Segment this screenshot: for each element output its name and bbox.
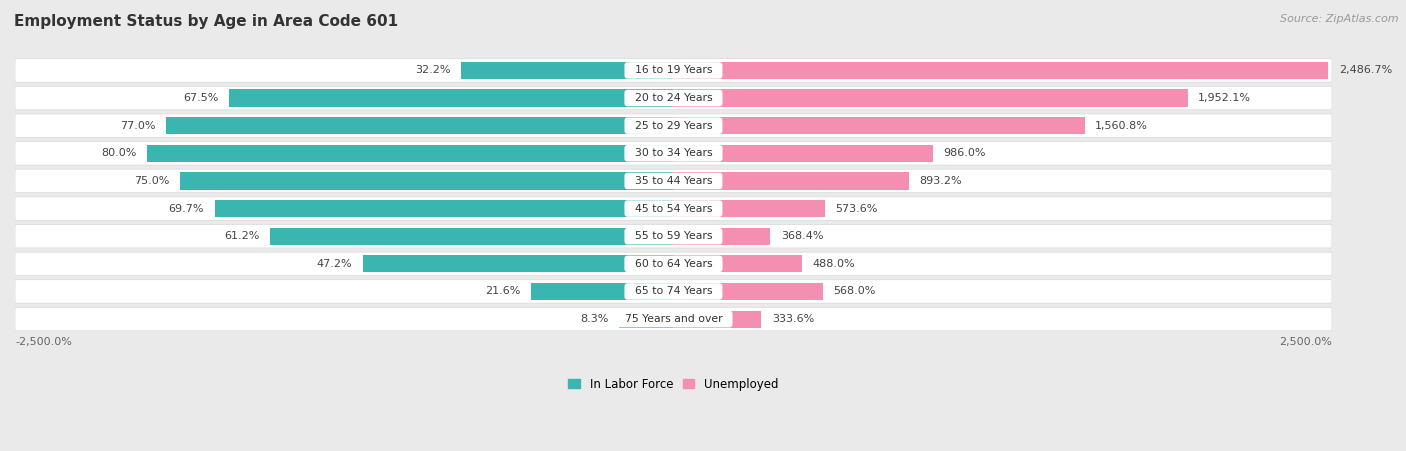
Bar [215,200,673,217]
Text: -2,500.0%: -2,500.0% [15,337,72,347]
Bar [146,145,673,162]
FancyBboxPatch shape [15,252,1331,276]
FancyBboxPatch shape [15,280,1331,303]
Text: 893.2%: 893.2% [920,176,962,186]
Legend: In Labor Force, Unemployed: In Labor Force, Unemployed [564,373,783,396]
Text: 47.2%: 47.2% [316,259,352,269]
Text: 21.6%: 21.6% [485,286,520,296]
Text: 1,952.1%: 1,952.1% [1198,93,1251,103]
Text: 573.6%: 573.6% [835,203,877,214]
Bar [461,62,673,79]
Text: 16 to 19 Years: 16 to 19 Years [627,65,720,75]
Text: 61.2%: 61.2% [225,231,260,241]
Bar [673,200,824,217]
Text: Employment Status by Age in Area Code 601: Employment Status by Age in Area Code 60… [14,14,398,28]
FancyBboxPatch shape [15,114,1331,138]
Bar [166,117,673,134]
Text: 2,486.7%: 2,486.7% [1339,65,1392,75]
Text: 568.0%: 568.0% [834,286,876,296]
Text: Source: ZipAtlas.com: Source: ZipAtlas.com [1281,14,1399,23]
Bar [619,311,673,328]
FancyBboxPatch shape [15,197,1331,221]
Bar [673,145,934,162]
Bar [531,283,673,300]
Text: 32.2%: 32.2% [415,65,451,75]
Text: 2,500.0%: 2,500.0% [1279,337,1331,347]
Bar [270,228,673,245]
Text: 65 to 74 Years: 65 to 74 Years [627,286,720,296]
Bar [673,117,1084,134]
Bar [673,172,908,189]
Text: 986.0%: 986.0% [943,148,986,158]
Bar [180,172,673,189]
FancyBboxPatch shape [15,59,1331,82]
Bar [673,311,761,328]
FancyBboxPatch shape [15,308,1331,331]
FancyBboxPatch shape [15,86,1331,110]
Bar [363,255,673,272]
FancyBboxPatch shape [15,142,1331,165]
Text: 333.6%: 333.6% [772,314,814,324]
Text: 60 to 64 Years: 60 to 64 Years [627,259,720,269]
Text: 8.3%: 8.3% [579,314,609,324]
Text: 488.0%: 488.0% [813,259,855,269]
Text: 55 to 59 Years: 55 to 59 Years [627,231,720,241]
Text: 75 Years and over: 75 Years and over [617,314,730,324]
Text: 1,560.8%: 1,560.8% [1095,121,1147,131]
Text: 35 to 44 Years: 35 to 44 Years [627,176,720,186]
Text: 368.4%: 368.4% [780,231,824,241]
FancyBboxPatch shape [15,169,1331,193]
Text: 25 to 29 Years: 25 to 29 Years [627,121,720,131]
FancyBboxPatch shape [15,225,1331,248]
Bar [673,228,770,245]
Bar [673,283,823,300]
Text: 20 to 24 Years: 20 to 24 Years [627,93,720,103]
Text: 75.0%: 75.0% [134,176,169,186]
Bar [673,62,1329,79]
Text: 77.0%: 77.0% [121,121,156,131]
Text: 30 to 34 Years: 30 to 34 Years [627,148,720,158]
Text: 69.7%: 69.7% [169,203,204,214]
Text: 67.5%: 67.5% [183,93,218,103]
Bar [229,89,673,106]
Bar [673,255,801,272]
Text: 80.0%: 80.0% [101,148,136,158]
Text: 45 to 54 Years: 45 to 54 Years [627,203,720,214]
Bar [673,89,1188,106]
